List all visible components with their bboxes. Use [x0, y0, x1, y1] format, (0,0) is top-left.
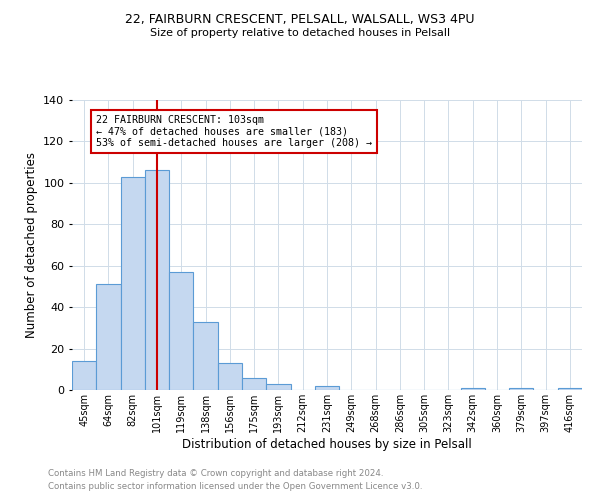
Text: Contains public sector information licensed under the Open Government Licence v3: Contains public sector information licen… — [48, 482, 422, 491]
Bar — [509, 388, 533, 390]
Text: Contains HM Land Registry data © Crown copyright and database right 2024.: Contains HM Land Registry data © Crown c… — [48, 468, 383, 477]
Bar — [218, 363, 242, 390]
Bar — [96, 284, 121, 390]
Text: 22 FAIRBURN CRESCENT: 103sqm
← 47% of detached houses are smaller (183)
53% of s: 22 FAIRBURN CRESCENT: 103sqm ← 47% of de… — [96, 114, 372, 148]
Text: Size of property relative to detached houses in Pelsall: Size of property relative to detached ho… — [150, 28, 450, 38]
Y-axis label: Number of detached properties: Number of detached properties — [25, 152, 38, 338]
Bar — [461, 388, 485, 390]
Text: 22, FAIRBURN CRESCENT, PELSALL, WALSALL, WS3 4PU: 22, FAIRBURN CRESCENT, PELSALL, WALSALL,… — [125, 12, 475, 26]
Bar — [315, 386, 339, 390]
Bar — [558, 388, 582, 390]
Bar — [145, 170, 169, 390]
Bar — [266, 384, 290, 390]
X-axis label: Distribution of detached houses by size in Pelsall: Distribution of detached houses by size … — [182, 438, 472, 450]
Bar — [72, 361, 96, 390]
Bar — [121, 176, 145, 390]
Bar — [242, 378, 266, 390]
Bar — [169, 272, 193, 390]
Bar — [193, 322, 218, 390]
